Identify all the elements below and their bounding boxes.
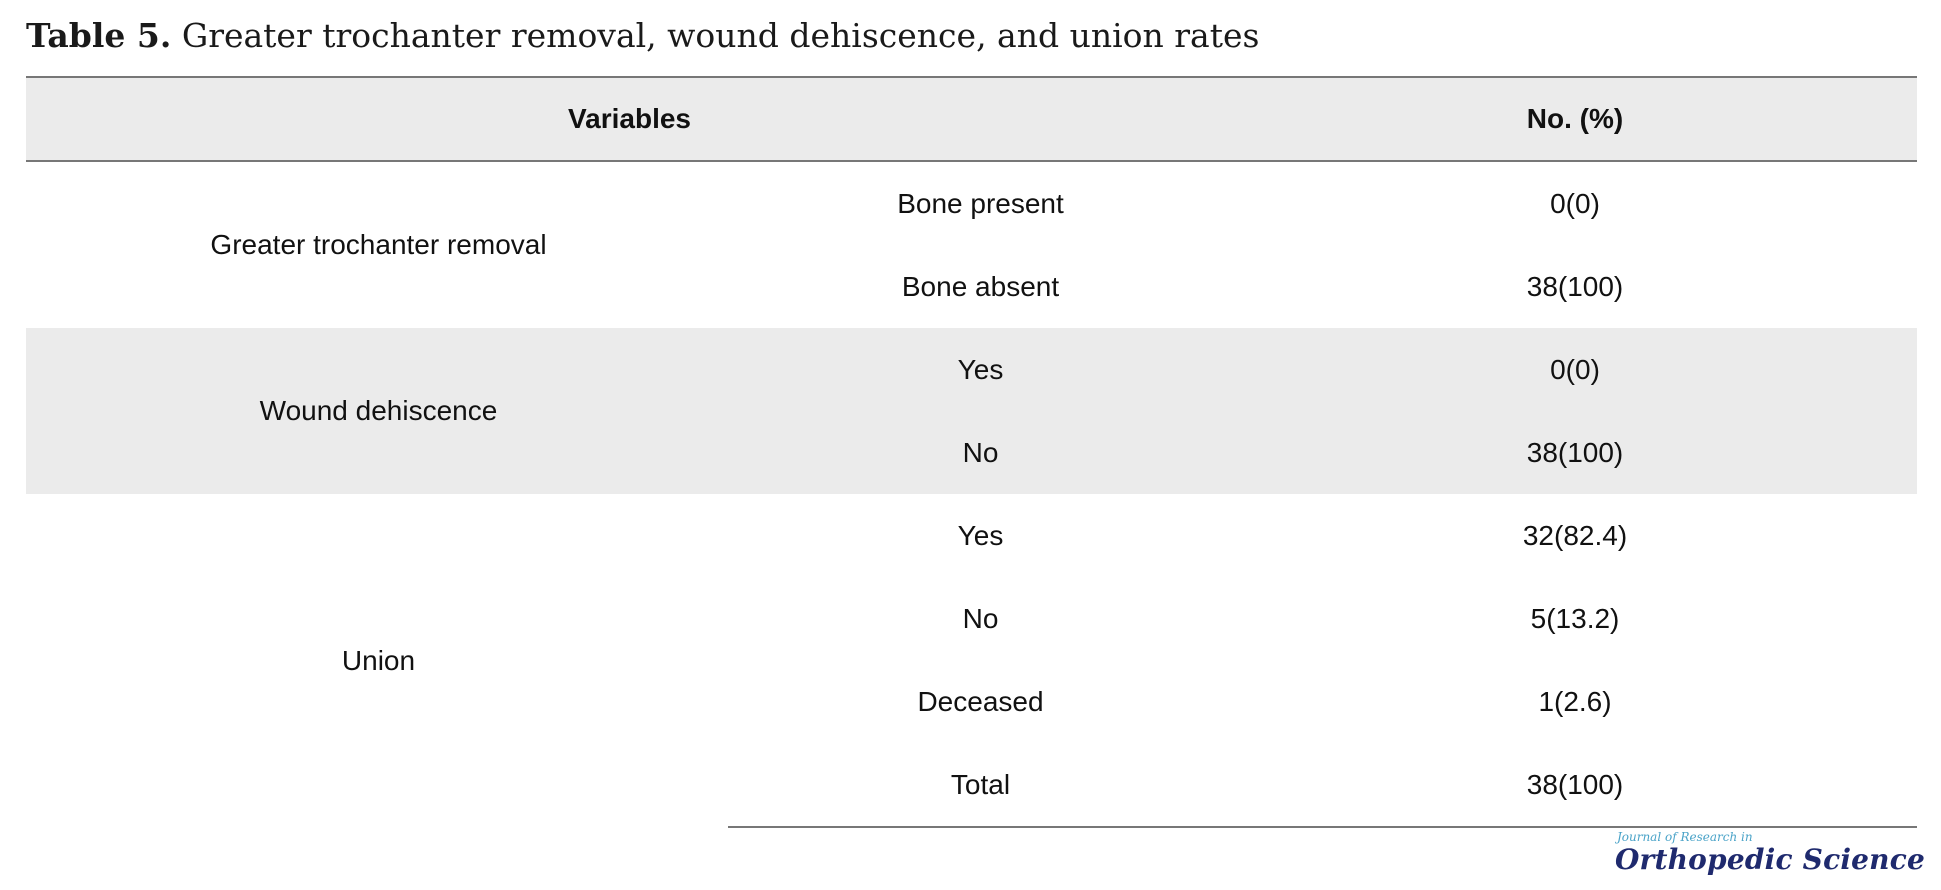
table-row: No 38(100) <box>26 411 1918 494</box>
row-value: 32(82.4) <box>1522 519 1628 551</box>
group-label-trochanter: Greater trochanter removal <box>210 229 547 260</box>
row-category: Bone absent <box>901 270 1060 302</box>
table-caption: Table 5. Greater trochanter removal, wou… <box>26 14 1259 58</box>
row-category: No <box>728 411 1234 494</box>
row-category: Yes <box>728 328 1234 411</box>
table-row: No 5(13.2) <box>26 577 1917 660</box>
table-caption-label: Table 5. <box>26 16 172 55</box>
table-row: Total 38(100) <box>26 743 1918 828</box>
row-category: Bone present <box>897 187 1064 219</box>
table-row: Deceased 1(2.6) <box>26 660 1917 743</box>
table-caption-text: Greater trochanter removal, wound dehisc… <box>181 16 1260 55</box>
group-label-wound: Wound dehiscence <box>26 328 728 494</box>
table-header-row: Variables No. (%) <box>26 76 1918 162</box>
journal-logo-subtitle: Journal of Research in <box>1616 830 1753 844</box>
table-row: Wound dehiscence Yes 0(0) <box>26 328 1918 494</box>
journal-logo-title: Orthopedic Science <box>1614 843 1925 876</box>
row-category: Total <box>728 743 1234 828</box>
row-value: 38(100) <box>1233 411 1918 494</box>
table-row: Union Yes 32(82.4) <box>26 494 1917 676</box>
row-category: Deceased <box>917 685 1044 717</box>
table-row: Greater trochanter removal Bone present … <box>26 161 1917 261</box>
group-label-union: Union <box>341 644 416 676</box>
row-value: 1(2.6) <box>1538 685 1612 717</box>
row-value: 38(100) <box>1233 743 1918 828</box>
row-category: No <box>962 602 999 634</box>
row-value: 0(0) <box>1233 328 1918 411</box>
row-value: 5(13.2) <box>1530 602 1620 634</box>
header-count-percent: No. (%) <box>1233 76 1918 162</box>
journal-logo: Journal of Research in Orthopedic Scienc… <box>1615 830 1925 876</box>
row-value: 0(0) <box>1550 187 1600 219</box>
data-table: Variables No. (%) Greater trochanter rem… <box>26 76 1918 828</box>
header-variables: Variables <box>26 76 1234 162</box>
row-category: Yes <box>957 519 1004 551</box>
data-table-container: Variables No. (%) Greater trochanter rem… <box>26 76 1918 828</box>
row-value: 38(100) <box>1526 270 1624 302</box>
table-row: Bone absent 38(100) <box>26 245 1917 328</box>
